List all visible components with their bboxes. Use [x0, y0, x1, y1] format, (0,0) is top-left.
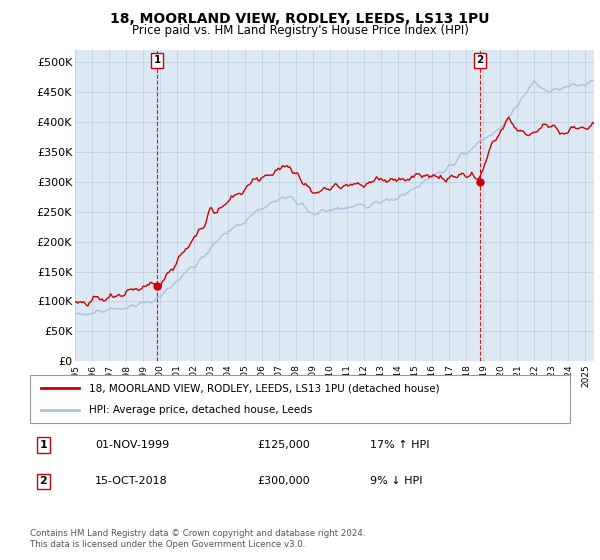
- Text: 9% ↓ HPI: 9% ↓ HPI: [370, 477, 422, 486]
- FancyBboxPatch shape: [30, 375, 570, 423]
- Text: 2: 2: [40, 477, 47, 486]
- Text: HPI: Average price, detached house, Leeds: HPI: Average price, detached house, Leed…: [89, 405, 313, 415]
- Text: £125,000: £125,000: [257, 440, 310, 450]
- Text: 1: 1: [154, 55, 161, 66]
- Text: 18, MOORLAND VIEW, RODLEY, LEEDS, LS13 1PU: 18, MOORLAND VIEW, RODLEY, LEEDS, LS13 1…: [110, 12, 490, 26]
- Text: 1: 1: [40, 440, 47, 450]
- Text: 18, MOORLAND VIEW, RODLEY, LEEDS, LS13 1PU (detached house): 18, MOORLAND VIEW, RODLEY, LEEDS, LS13 1…: [89, 383, 440, 393]
- Text: £300,000: £300,000: [257, 477, 310, 486]
- Text: 01-NOV-1999: 01-NOV-1999: [95, 440, 169, 450]
- Text: 2: 2: [476, 55, 484, 66]
- Text: Contains HM Land Registry data © Crown copyright and database right 2024.
This d: Contains HM Land Registry data © Crown c…: [30, 529, 365, 549]
- Text: Price paid vs. HM Land Registry's House Price Index (HPI): Price paid vs. HM Land Registry's House …: [131, 24, 469, 37]
- Text: 15-OCT-2018: 15-OCT-2018: [95, 477, 167, 486]
- Text: 17% ↑ HPI: 17% ↑ HPI: [370, 440, 430, 450]
